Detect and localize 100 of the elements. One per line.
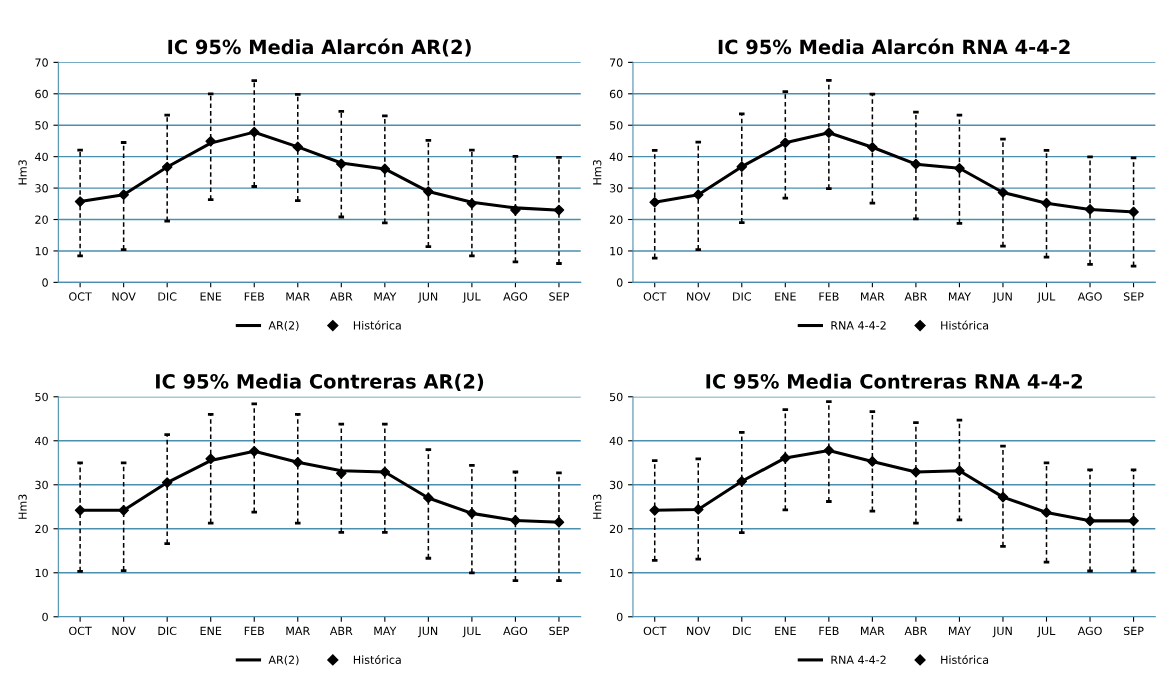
point bbox=[780, 137, 791, 149]
point bbox=[997, 491, 1009, 503]
y-tick-label: 30 bbox=[35, 184, 48, 193]
x-tick-label: SEP bbox=[1123, 626, 1144, 636]
point bbox=[423, 492, 434, 504]
point bbox=[692, 189, 704, 200]
point bbox=[1084, 515, 1096, 527]
x-tick-label: AGO bbox=[1077, 292, 1102, 301]
x-tick-label: ABR bbox=[904, 626, 928, 635]
x-tick-label: OCT bbox=[69, 626, 92, 636]
x-tick-label: JUL bbox=[462, 626, 481, 638]
point bbox=[292, 457, 304, 468]
legend-label: RNA 4-4-2 bbox=[831, 321, 886, 330]
point bbox=[292, 141, 304, 153]
point bbox=[780, 452, 791, 464]
point bbox=[161, 161, 173, 173]
y-tick-label: 60 bbox=[609, 89, 623, 99]
y-tick-label: 50 bbox=[35, 121, 48, 130]
y-tick-label: 40 bbox=[609, 152, 623, 162]
point bbox=[118, 504, 129, 516]
point bbox=[1041, 507, 1052, 518]
point bbox=[1128, 206, 1139, 218]
x-tick-label: MAR bbox=[286, 292, 310, 301]
point bbox=[205, 135, 217, 147]
point bbox=[161, 477, 173, 488]
y-axis-title: Hm3 bbox=[592, 160, 602, 185]
y-tick-label: 30 bbox=[609, 184, 623, 193]
x-tick-label: ABR bbox=[329, 626, 353, 635]
x-tick-label: JUN bbox=[992, 292, 1012, 303]
y-tick-label: 20 bbox=[35, 524, 48, 534]
x-tick-label: OCT bbox=[643, 292, 667, 301]
point bbox=[205, 453, 217, 465]
legend-label: Histórica bbox=[941, 320, 989, 330]
point bbox=[649, 196, 661, 208]
x-tick-label: JUN bbox=[417, 292, 438, 303]
point bbox=[466, 198, 478, 209]
x-tick-label: AGO bbox=[503, 626, 528, 636]
y-tick-label: 20 bbox=[35, 215, 48, 224]
point bbox=[118, 189, 129, 200]
point bbox=[248, 446, 260, 457]
legend-label: AR(2) bbox=[268, 655, 299, 666]
x-tick-label: MAY bbox=[374, 626, 397, 635]
x-tick-label: DIC bbox=[158, 292, 177, 301]
point bbox=[867, 456, 878, 467]
x-tick-label: SEP bbox=[549, 626, 569, 636]
x-tick-label: NOV bbox=[687, 292, 711, 301]
y-axis-title: Hm3 bbox=[18, 160, 27, 185]
y-tick-label: 0 bbox=[42, 278, 48, 287]
chart-title: IC 95% Media Alarcón AR(2) bbox=[168, 38, 471, 57]
point bbox=[954, 162, 965, 174]
y-tick-label: 60 bbox=[35, 89, 48, 99]
point bbox=[867, 141, 878, 153]
point bbox=[553, 204, 565, 216]
x-tick-label: JUL bbox=[1037, 292, 1056, 303]
x-tick-label: MAY bbox=[948, 292, 972, 301]
x-tick-label: DIC bbox=[158, 626, 177, 636]
x-tick-label: AGO bbox=[503, 292, 528, 301]
legend-label: Histórica bbox=[941, 654, 989, 664]
x-tick-label: JUL bbox=[1037, 626, 1056, 638]
y-tick-label: 0 bbox=[616, 278, 623, 287]
point bbox=[910, 466, 922, 478]
point bbox=[823, 445, 835, 456]
y-tick-label: 40 bbox=[609, 436, 623, 446]
legend-label: Histórica bbox=[353, 654, 401, 664]
y-tick-label: 0 bbox=[42, 612, 48, 622]
y-axis-title: Hm3 bbox=[592, 494, 602, 519]
x-tick-label: SEP bbox=[1123, 292, 1144, 301]
point bbox=[248, 126, 260, 138]
x-tick-label: DIC bbox=[733, 626, 751, 636]
legend-label: RNA 4-4-2 bbox=[831, 655, 886, 664]
point bbox=[553, 516, 565, 528]
point bbox=[736, 161, 748, 173]
y-tick-label: 50 bbox=[35, 392, 48, 402]
chart-title: IC 95% Media Alarcón RNA 4-4-2 bbox=[718, 38, 1070, 55]
point bbox=[335, 468, 347, 479]
y-tick-label: 20 bbox=[609, 524, 623, 534]
point bbox=[74, 196, 86, 207]
point bbox=[466, 508, 478, 519]
y-tick-label: 70 bbox=[35, 58, 48, 67]
x-tick-label: AGO bbox=[1077, 626, 1102, 636]
x-tick-label: FEB bbox=[819, 626, 839, 635]
y-axis-title: Hm3 bbox=[18, 494, 27, 519]
point bbox=[1041, 197, 1052, 209]
chart-title: IC 95% Media Contreras AR(2) bbox=[156, 373, 484, 391]
x-tick-label: ABR bbox=[329, 292, 353, 301]
y-tick-label: 70 bbox=[610, 58, 623, 67]
y-tick-label: 30 bbox=[35, 480, 48, 490]
x-tick-label: MAY bbox=[374, 292, 397, 301]
x-tick-label: FEB bbox=[244, 292, 264, 301]
legend-label: Histórica bbox=[353, 320, 401, 330]
y-tick-label: 10 bbox=[35, 568, 48, 578]
y-tick-label: 30 bbox=[609, 480, 623, 490]
x-tick-label: FEB bbox=[244, 626, 264, 635]
x-tick-label: NOV bbox=[112, 292, 136, 301]
y-tick-label: 10 bbox=[35, 246, 48, 256]
x-tick-label: SEP bbox=[549, 292, 569, 301]
x-tick-label: DIC bbox=[733, 292, 751, 301]
x-tick-label: JUL bbox=[462, 292, 481, 303]
chart-title: IC 95% Media Contreras RNA 4-4-2 bbox=[706, 373, 1082, 389]
x-tick-label: OCT bbox=[69, 292, 92, 301]
